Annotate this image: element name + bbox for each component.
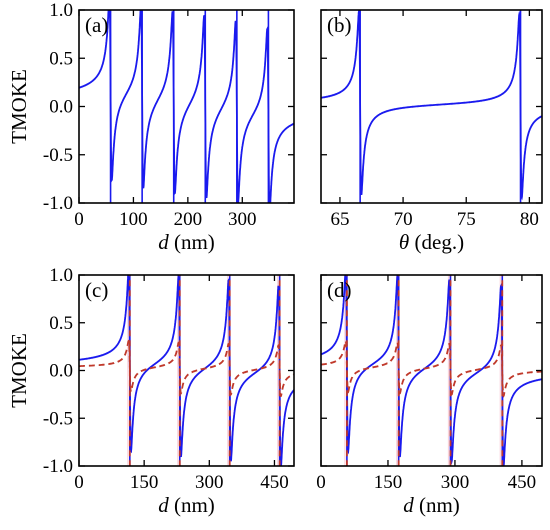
- x-axis-label: d (nm): [158, 493, 215, 517]
- y-tick-label: 0.0: [49, 97, 73, 118]
- series-line-0: [321, 275, 542, 466]
- y-axis-label: TMOKE: [7, 333, 31, 408]
- plot-area: [321, 275, 542, 466]
- plot-area: [79, 275, 294, 466]
- x-tick-label: 300: [195, 472, 224, 493]
- plot-area: [79, 10, 294, 203]
- y-tick-label: -1.0: [43, 456, 73, 477]
- y-tick-label: 0.5: [49, 313, 73, 334]
- panel-label: (c): [85, 278, 108, 302]
- plot-area: [321, 10, 542, 203]
- series-line-0: [79, 275, 294, 466]
- panel-3: 0 150 300 450 (d) d (nm): [316, 274, 543, 517]
- series-line-1: [79, 339, 294, 397]
- plot-frame: [78, 274, 295, 467]
- x-tick-label: 450: [260, 472, 289, 493]
- x-tick-label: 100: [119, 209, 148, 230]
- y-tick-label: 0.0: [49, 361, 73, 382]
- panel-1: 65 70 75 80 (b) θ (deg.): [320, 9, 543, 254]
- x-tick-label: 150: [374, 472, 403, 493]
- x-tick-label: 70: [394, 209, 413, 230]
- x-axis-label: d (nm): [403, 493, 460, 517]
- panel-label: (a): [85, 13, 108, 37]
- series-line-0: [79, 10, 294, 203]
- x-tick-label: 200: [174, 209, 203, 230]
- plot-frame: [320, 274, 543, 467]
- x-axis-label: θ (deg.): [399, 230, 464, 254]
- panel-0: 0 100 200 300 1.0 0.5 0.0 -0.5 -1.0 (a) d (nm) TMOK…: [7, 0, 295, 254]
- x-tick-label: 300: [441, 472, 470, 493]
- x-tick-label: 75: [457, 209, 476, 230]
- x-tick-label: 0: [74, 209, 84, 230]
- plot-frame: [320, 9, 543, 204]
- x-tick-label: 65: [330, 209, 349, 230]
- y-tick-label: 0.5: [49, 48, 73, 69]
- y-tick-label: -0.5: [43, 408, 73, 429]
- series-line-1: [321, 340, 542, 398]
- x-tick-label: 80: [520, 209, 539, 230]
- panel-label: (b): [327, 13, 352, 37]
- x-tick-label: 150: [130, 472, 159, 493]
- series-line-0: [321, 10, 542, 201]
- x-tick-label: 0: [74, 472, 84, 493]
- x-tick-label: 450: [508, 472, 537, 493]
- y-axis-label: TMOKE: [7, 69, 31, 144]
- y-tick-label: -0.5: [43, 145, 73, 166]
- x-tick-label: 0: [316, 472, 326, 493]
- y-tick-label: 1.0: [49, 265, 73, 286]
- y-tick-label: 1.0: [49, 0, 73, 21]
- x-tick-label: 300: [228, 209, 257, 230]
- y-tick-label: -1.0: [43, 193, 73, 214]
- panel-label: (d): [327, 278, 352, 302]
- panel-2: 0 150 300 450 1.0 0.5 0.0 -0.5 -1.0 (c) d (nm) TMOK…: [7, 265, 295, 517]
- x-axis-label: d (nm): [158, 230, 215, 254]
